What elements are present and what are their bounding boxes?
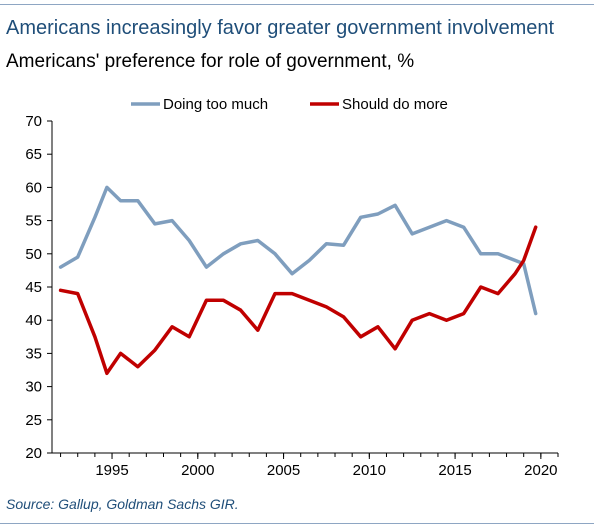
- y-tick-label: 50: [25, 246, 42, 263]
- series-line-should-do-more: [58, 225, 538, 376]
- axes: 20 25 30 35 40 45 50 55 60 65 70 1995 2000 2005 2010 20…: [25, 113, 559, 479]
- source-note: Source: Gallup, Goldman Sachs GIR.: [6, 496, 239, 512]
- x-tick-label: 2000: [181, 462, 214, 479]
- x-tick-label: 2020: [524, 462, 557, 479]
- series-line-doing-too-much: [58, 185, 538, 316]
- chart-title: Americans increasingly favor greater gov…: [6, 17, 555, 39]
- top-rule: [0, 4, 594, 5]
- series-layer: [58, 185, 538, 376]
- legend: Doing too much Should do more: [131, 96, 448, 113]
- x-tick-label: 2010: [353, 462, 386, 479]
- y-tick-label: 40: [25, 312, 42, 329]
- legend-label: Should do more: [342, 96, 448, 113]
- y-tick-label: 35: [25, 345, 42, 362]
- y-tick-label: 60: [25, 179, 42, 196]
- x-tick-label: 2015: [438, 462, 471, 479]
- y-tick-label: 65: [25, 146, 42, 163]
- y-tick-label: 30: [25, 379, 42, 396]
- y-tick-label: 70: [25, 113, 42, 130]
- y-tick-label: 20: [25, 445, 42, 462]
- x-tick-label: 1995: [95, 462, 128, 479]
- legend-label: Doing too much: [163, 96, 268, 113]
- chart-subtitle: Americans' preference for role of govern…: [6, 51, 415, 72]
- x-tick-label: 2005: [267, 462, 300, 479]
- y-tick-label: 55: [25, 213, 42, 230]
- y-tick-label: 25: [25, 412, 42, 429]
- bottom-rule: [0, 523, 594, 524]
- y-tick-label: 45: [25, 279, 42, 296]
